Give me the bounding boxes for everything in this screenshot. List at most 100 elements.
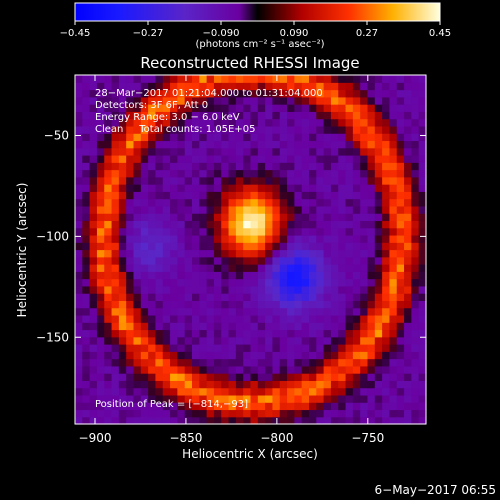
heatmap-cell bbox=[265, 285, 274, 294]
heatmap-cell bbox=[133, 184, 142, 192]
heatmap-cell bbox=[111, 220, 120, 229]
heatmap-cell bbox=[199, 104, 208, 112]
heatmap-cell bbox=[104, 322, 113, 331]
heatmap-cell bbox=[96, 351, 105, 360]
heatmap-cell bbox=[338, 96, 347, 105]
heatmap-cell bbox=[118, 256, 127, 265]
heatmap-cell bbox=[330, 373, 339, 381]
heatmap-cell bbox=[272, 329, 281, 338]
heatmap-cell bbox=[352, 416, 361, 425]
y-axis-label: Heliocentric Y (arcsec) bbox=[15, 183, 29, 318]
heatmap-cell bbox=[118, 220, 127, 229]
heatmap-cell bbox=[75, 271, 83, 280]
heatmap-cell bbox=[89, 154, 98, 163]
heatmap-cell bbox=[309, 300, 317, 309]
heatmap-cell bbox=[192, 336, 200, 345]
heatmap-cell bbox=[243, 205, 252, 214]
heatmap-cell bbox=[133, 293, 142, 301]
heatmap-cell bbox=[126, 104, 135, 112]
heatmap-cell bbox=[162, 365, 171, 374]
heatmap-cell bbox=[257, 344, 266, 352]
heatmap-cell bbox=[111, 314, 120, 323]
heatmap-cell bbox=[301, 104, 310, 112]
heatmap-cell bbox=[316, 329, 325, 338]
heatmap-cell bbox=[162, 351, 171, 360]
heatmap-cell bbox=[170, 373, 178, 381]
heatmap-cell bbox=[89, 358, 98, 367]
heatmap-cell bbox=[418, 242, 427, 251]
heatmap-cell bbox=[235, 147, 244, 156]
heatmap-cell bbox=[177, 169, 186, 178]
heatmap-cell bbox=[250, 307, 259, 316]
heatmap-cell bbox=[250, 147, 259, 156]
heatmap-cell bbox=[155, 154, 164, 163]
heatmap-cell bbox=[162, 373, 171, 381]
heatmap-cell bbox=[199, 227, 208, 236]
heatmap-cell bbox=[140, 256, 149, 265]
heatmap-cell bbox=[111, 336, 120, 345]
heatmap-cell bbox=[250, 293, 259, 301]
heatmap-cell bbox=[418, 96, 427, 105]
heatmap-cell bbox=[265, 89, 274, 98]
heatmap-cell bbox=[192, 278, 200, 287]
heatmap-cell bbox=[199, 373, 208, 381]
heatmap-cell bbox=[323, 111, 332, 120]
heatmap-cell bbox=[367, 264, 376, 272]
heatmap-cell bbox=[235, 329, 244, 338]
heatmap-cell bbox=[126, 191, 135, 200]
heatmap-cell bbox=[316, 278, 325, 287]
heatmap-cell bbox=[162, 387, 171, 396]
heatmap-cell bbox=[279, 147, 288, 156]
heatmap-cell bbox=[162, 264, 171, 272]
heatmap-cell bbox=[184, 104, 193, 112]
heatmap-cell bbox=[170, 264, 178, 272]
heatmap-cell bbox=[396, 242, 405, 251]
heatmap-cell bbox=[89, 220, 98, 229]
heatmap-cell bbox=[177, 147, 186, 156]
heatmap-cell bbox=[352, 394, 361, 403]
heatmap-cell bbox=[170, 314, 178, 323]
heatmap-cell bbox=[75, 242, 83, 251]
heatmap-cell bbox=[177, 373, 186, 381]
heatmap-cell bbox=[367, 220, 376, 229]
heatmap-cell bbox=[206, 104, 215, 112]
heatmap-cell bbox=[309, 213, 317, 222]
heatmap-cell bbox=[287, 336, 295, 345]
heatmap-cell bbox=[126, 322, 135, 331]
heatmap-cell bbox=[82, 111, 91, 120]
heatmap-cell bbox=[177, 96, 186, 105]
heatmap-cell bbox=[352, 205, 361, 214]
heatmap-cell bbox=[345, 111, 354, 120]
heatmap-cell bbox=[382, 365, 391, 374]
heatmap-cell bbox=[162, 242, 171, 251]
heatmap-cell bbox=[82, 133, 91, 142]
heatmap-cell bbox=[352, 191, 361, 200]
heatmap-cell bbox=[396, 358, 405, 367]
heatmap-cell bbox=[411, 285, 420, 294]
heatmap-cell bbox=[82, 307, 91, 316]
heatmap-cell bbox=[104, 213, 113, 222]
heatmap-cell bbox=[367, 373, 376, 381]
heatmap-cell bbox=[118, 133, 127, 142]
heatmap-cell bbox=[243, 314, 252, 323]
heatmap-cell bbox=[265, 176, 274, 185]
heatmap-cell bbox=[309, 220, 317, 229]
heatmap-cell bbox=[338, 118, 347, 127]
heatmap-cell bbox=[279, 125, 288, 134]
heatmap-cell bbox=[374, 256, 383, 265]
heatmap-cell bbox=[111, 111, 120, 120]
heatmap-cell bbox=[133, 344, 142, 352]
heatmap-cell bbox=[243, 365, 252, 374]
heatmap-cell bbox=[294, 300, 303, 309]
heatmap-cell bbox=[118, 249, 127, 258]
heatmap-cell bbox=[206, 416, 215, 425]
heatmap-cell bbox=[265, 75, 274, 83]
heatmap-cell bbox=[192, 307, 200, 316]
heatmap-cell bbox=[126, 402, 135, 411]
heatmap-cell bbox=[184, 133, 193, 142]
heatmap-cell bbox=[140, 336, 149, 345]
heatmap-cell bbox=[82, 322, 91, 331]
heatmap-cell bbox=[75, 380, 83, 389]
heatmap-cell bbox=[192, 409, 200, 418]
heatmap-cell bbox=[301, 402, 310, 411]
